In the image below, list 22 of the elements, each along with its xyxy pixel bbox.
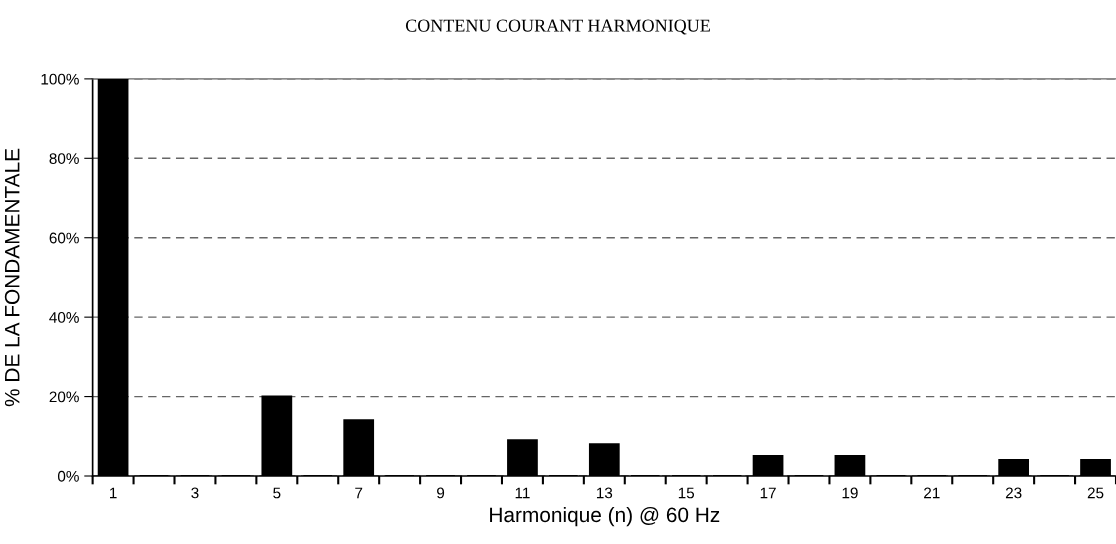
x-axis-title: Harmonique (n) @ 60 Hz [490, 506, 720, 527]
y-tick-label: 60% [49, 232, 79, 244]
x-tick-label: 13 [596, 487, 613, 499]
y-tick-label: 80% [49, 153, 79, 164]
x-tick-label: 25 [1087, 487, 1104, 499]
x-tick-label: 1 [110, 487, 117, 499]
x-tick-label: 7 [355, 487, 363, 499]
x-tick-label: 9 [437, 487, 445, 499]
y-tick-label: 40% [49, 312, 79, 323]
x-tick-label: 15 [678, 487, 695, 499]
y-tick-label: 100% [41, 73, 79, 85]
x-tick-label: 21 [924, 487, 940, 499]
y-tick-label: 0% [57, 470, 79, 482]
x-tick-label: 3 [191, 487, 199, 499]
x-tick-label: 5 [273, 487, 281, 499]
x-tick-label: 19 [842, 487, 858, 499]
y-tick-label: 20% [49, 391, 79, 403]
x-tick-label: 11 [515, 487, 530, 499]
chart-title: CONTENU COURANT HARMONIQUE [405, 19, 710, 35]
y-axis-title: % DE LA FONDAMENTALE [4, 148, 20, 407]
x-tick-label: 23 [1005, 487, 1022, 499]
x-tick-label: 17 [760, 487, 776, 499]
